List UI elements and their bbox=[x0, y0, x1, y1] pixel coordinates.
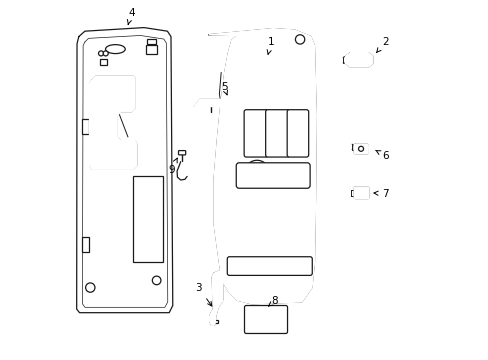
FancyBboxPatch shape bbox=[265, 110, 289, 157]
Text: 1: 1 bbox=[266, 37, 274, 54]
Circle shape bbox=[267, 316, 274, 323]
Circle shape bbox=[250, 316, 257, 323]
Circle shape bbox=[85, 283, 95, 292]
Circle shape bbox=[244, 160, 269, 185]
Circle shape bbox=[99, 51, 103, 56]
Polygon shape bbox=[194, 99, 228, 107]
Text: 8: 8 bbox=[268, 296, 278, 306]
Text: 4: 4 bbox=[127, 8, 135, 24]
Circle shape bbox=[358, 146, 363, 151]
Circle shape bbox=[103, 51, 108, 56]
Polygon shape bbox=[209, 271, 223, 325]
Circle shape bbox=[206, 100, 211, 105]
Polygon shape bbox=[353, 187, 368, 199]
Text: 2: 2 bbox=[376, 37, 388, 53]
Bar bbox=[133, 176, 163, 262]
Text: 7: 7 bbox=[373, 189, 388, 199]
FancyBboxPatch shape bbox=[236, 163, 309, 188]
Text: 9: 9 bbox=[168, 158, 177, 175]
Circle shape bbox=[259, 316, 265, 323]
Text: 6: 6 bbox=[375, 150, 388, 161]
Bar bbox=[82, 119, 89, 134]
Bar bbox=[82, 237, 89, 252]
Text: 3: 3 bbox=[195, 283, 211, 306]
Bar bbox=[100, 59, 106, 64]
Circle shape bbox=[295, 35, 304, 44]
Polygon shape bbox=[353, 144, 367, 154]
FancyBboxPatch shape bbox=[244, 110, 267, 157]
Bar bbox=[213, 320, 218, 323]
Polygon shape bbox=[229, 202, 309, 240]
Polygon shape bbox=[345, 53, 372, 67]
Polygon shape bbox=[208, 29, 316, 304]
FancyBboxPatch shape bbox=[286, 110, 308, 157]
Ellipse shape bbox=[102, 116, 111, 132]
Polygon shape bbox=[238, 60, 294, 101]
Ellipse shape bbox=[105, 45, 125, 54]
Ellipse shape bbox=[102, 161, 113, 166]
Polygon shape bbox=[77, 28, 172, 313]
Text: 5: 5 bbox=[220, 82, 227, 95]
Polygon shape bbox=[89, 76, 137, 169]
Bar bbox=[145, 45, 157, 54]
Circle shape bbox=[211, 100, 216, 105]
FancyBboxPatch shape bbox=[244, 306, 287, 333]
Bar bbox=[147, 40, 155, 44]
FancyBboxPatch shape bbox=[227, 257, 312, 275]
Circle shape bbox=[152, 276, 161, 285]
FancyBboxPatch shape bbox=[178, 150, 185, 155]
